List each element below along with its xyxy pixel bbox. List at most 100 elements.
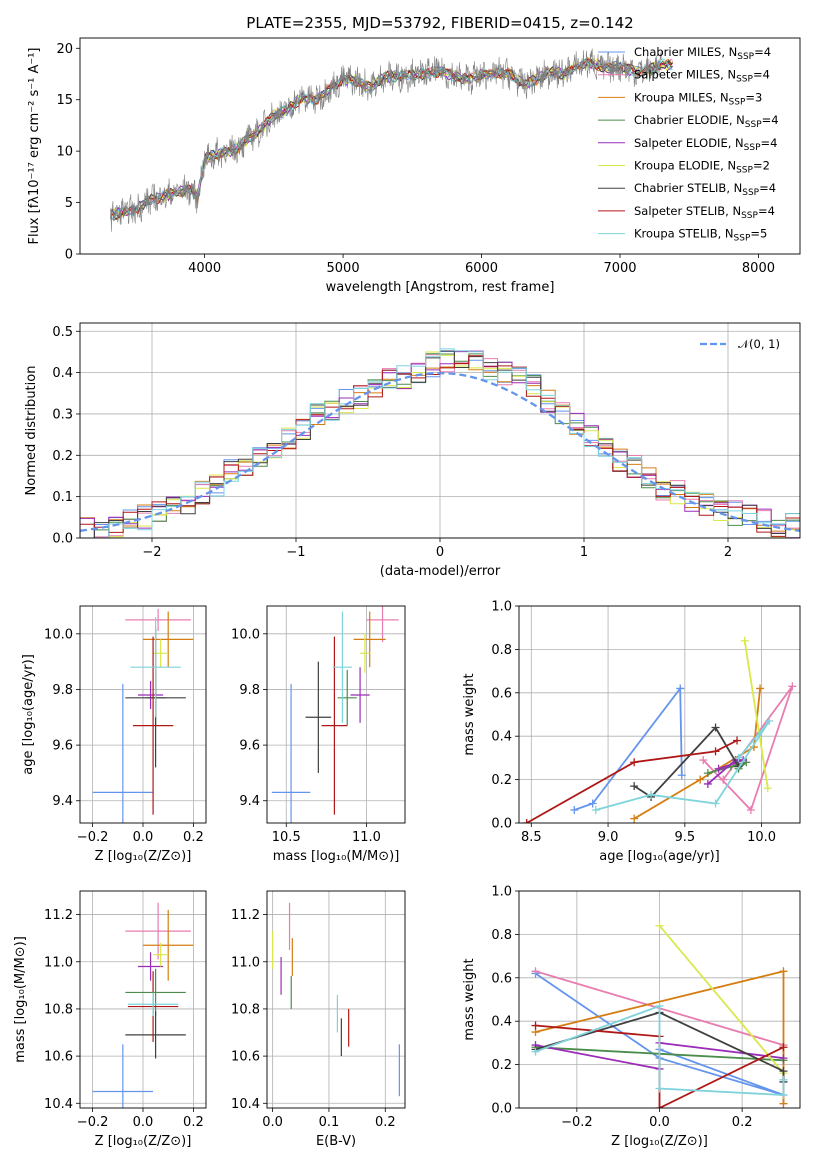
legend-label-sub: SSP: [734, 234, 751, 244]
axes-frame: [79, 37, 801, 255]
x-tick-label: 7000: [603, 261, 636, 276]
series-marker: [531, 1021, 540, 1030]
y-tick-label: 10: [56, 145, 73, 160]
x-tick-label: 8.5: [521, 830, 542, 845]
y-tick-label: 0.8: [491, 928, 512, 943]
x-tick-label: 0.0: [133, 1115, 154, 1130]
data-spectrum-line: [110, 48, 662, 232]
y-axis-label: mass weight: [462, 673, 477, 755]
x-tick-label: 11.0: [352, 830, 381, 845]
legend-label-sub: SSP: [745, 120, 762, 130]
x-tick-label: 0.1: [319, 1115, 340, 1130]
legend-label-sub: SSP: [736, 166, 753, 176]
y-tick-label: 9.6: [239, 739, 260, 754]
series-marker: [711, 799, 720, 808]
axes-panel-7: −0.2 0.0 0.2 0.0 0.2 0.4 0.6 0.8 1.0 Z [log₁₀(Z/Z…: [462, 885, 801, 1149]
x-tick-label: 0: [436, 545, 444, 560]
series-marker: [779, 1099, 788, 1108]
legend-label-tail: =4: [759, 181, 776, 195]
x-axis-label: Z [log₁₀(Z/Z⊙)]: [95, 1134, 192, 1149]
legend-label-sub: SSP: [737, 52, 754, 62]
x-tick-label: 0.2: [375, 1115, 396, 1130]
series-line: [658, 925, 785, 1074]
y-tick-label: 0.0: [52, 532, 73, 547]
x-tick-label: −0.2: [561, 1115, 593, 1130]
x-tick-label: 5000: [327, 261, 360, 276]
axes-panel-1: −2 −1 0 1 2 0.0 0.1 0.2 0.3 0.4 0.5 (data-model)/er…: [24, 322, 801, 579]
series-marker: [779, 1067, 788, 1076]
y-tick-label: 9.6: [52, 739, 73, 754]
legend-label-tail: =4: [753, 68, 770, 82]
y-tick-label: 10.6: [231, 1050, 260, 1065]
plot-area: [110, 48, 674, 232]
series-marker: [779, 967, 788, 976]
legend-label-text: Salpeter STELIB, N: [634, 204, 741, 218]
series-marker: [630, 814, 639, 823]
y-tick-label: 0.2: [491, 1058, 512, 1073]
y-tick-label: 10.0: [44, 627, 73, 642]
x-axis-label: Z [log₁₀(Z/Z⊙)]: [95, 849, 192, 864]
x-tick-label: −2: [142, 545, 161, 560]
series-marker: [647, 790, 656, 799]
histogram-step: [80, 348, 800, 538]
legend-label: Kroupa ELODIE, NSSP=2: [634, 159, 770, 176]
y-tick-label: 11.0: [44, 955, 73, 970]
series-marker: [591, 805, 600, 814]
series-marker: [522, 819, 531, 823]
legend-label-tail: =5: [750, 227, 767, 241]
y-tick-label: 11.2: [231, 908, 260, 923]
x-tick-label: −0.2: [77, 1115, 109, 1130]
plot-area: [272, 902, 400, 1097]
axes-frame: [266, 605, 406, 824]
y-tick-label: 10.4: [44, 1097, 73, 1112]
series-line: [633, 726, 740, 799]
legend-label-tail: =4: [761, 136, 778, 150]
plot-area: [271, 606, 399, 823]
legend-label: Salpeter STELIB, NSSP=4: [634, 204, 775, 221]
legend-label-sub: SSP: [736, 75, 753, 85]
y-tick-label: 0.0: [491, 817, 512, 832]
y-tick-label: 9.4: [239, 794, 260, 809]
series-marker: [733, 736, 742, 745]
x-tick-label: 0.2: [732, 1115, 753, 1130]
y-tick-label: 11.2: [44, 908, 73, 923]
axes-panel-6: 0.0 0.1 0.2 10.4 10.6 10.8 11.0 11.2 E(B-V): [231, 890, 406, 1149]
series-marker: [531, 1047, 540, 1056]
x-tick-label: −1: [286, 545, 305, 560]
legend-label-text: Kroupa MILES, N: [634, 90, 729, 104]
series-marker: [655, 1084, 664, 1093]
x-tick-label: 0.0: [649, 1115, 670, 1130]
y-tick-label: 20: [56, 42, 73, 57]
series-marker: [655, 1002, 664, 1011]
axes-frame: [266, 890, 406, 1109]
y-tick-label: 15: [56, 93, 73, 108]
axes-panel-3: 10.5 11.0 9.4 9.6 9.8 10.0 mass [log₁₀(M/M⊙)]: [231, 605, 406, 864]
x-tick-label: 10.0: [747, 830, 776, 845]
legend-label-text: Salpeter MILES, N: [634, 68, 736, 82]
series-marker: [655, 1104, 664, 1108]
legend-label: Kroupa STELIB, NSSP=5: [634, 227, 767, 244]
x-axis-label: (data-model)/error: [380, 564, 501, 579]
series-marker: [788, 682, 797, 691]
legend-label: Salpeter MILES, NSSP=4: [634, 68, 770, 85]
legend-label-tail: =4: [758, 204, 775, 218]
series-marker: [740, 636, 749, 645]
x-tick-label: −0.2: [77, 830, 109, 845]
axes-frame: [79, 605, 207, 824]
legend-label-text: Kroupa ELODIE, N: [634, 159, 736, 173]
legend-label: Chabrier MILES, NSSP=4: [634, 45, 771, 62]
x-tick-label: 1: [580, 545, 588, 560]
x-axis-label: mass [log₁₀(M/M⊙)]: [273, 849, 400, 864]
series-marker: [779, 1054, 788, 1063]
plot-area: [92, 608, 194, 823]
series-marker: [719, 775, 728, 784]
series-marker: [630, 758, 639, 767]
y-tick-label: 0.4: [491, 730, 512, 745]
axes-panel-0: 4000 5000 6000 7000 8000 0 5 10 15 20 wavelength […: [27, 14, 801, 295]
y-tick-label: 10.6: [44, 1050, 73, 1065]
legend-label-sub: SSP: [729, 97, 746, 107]
series-marker: [531, 967, 540, 976]
series-marker: [779, 1043, 788, 1052]
series-line: [574, 685, 683, 811]
